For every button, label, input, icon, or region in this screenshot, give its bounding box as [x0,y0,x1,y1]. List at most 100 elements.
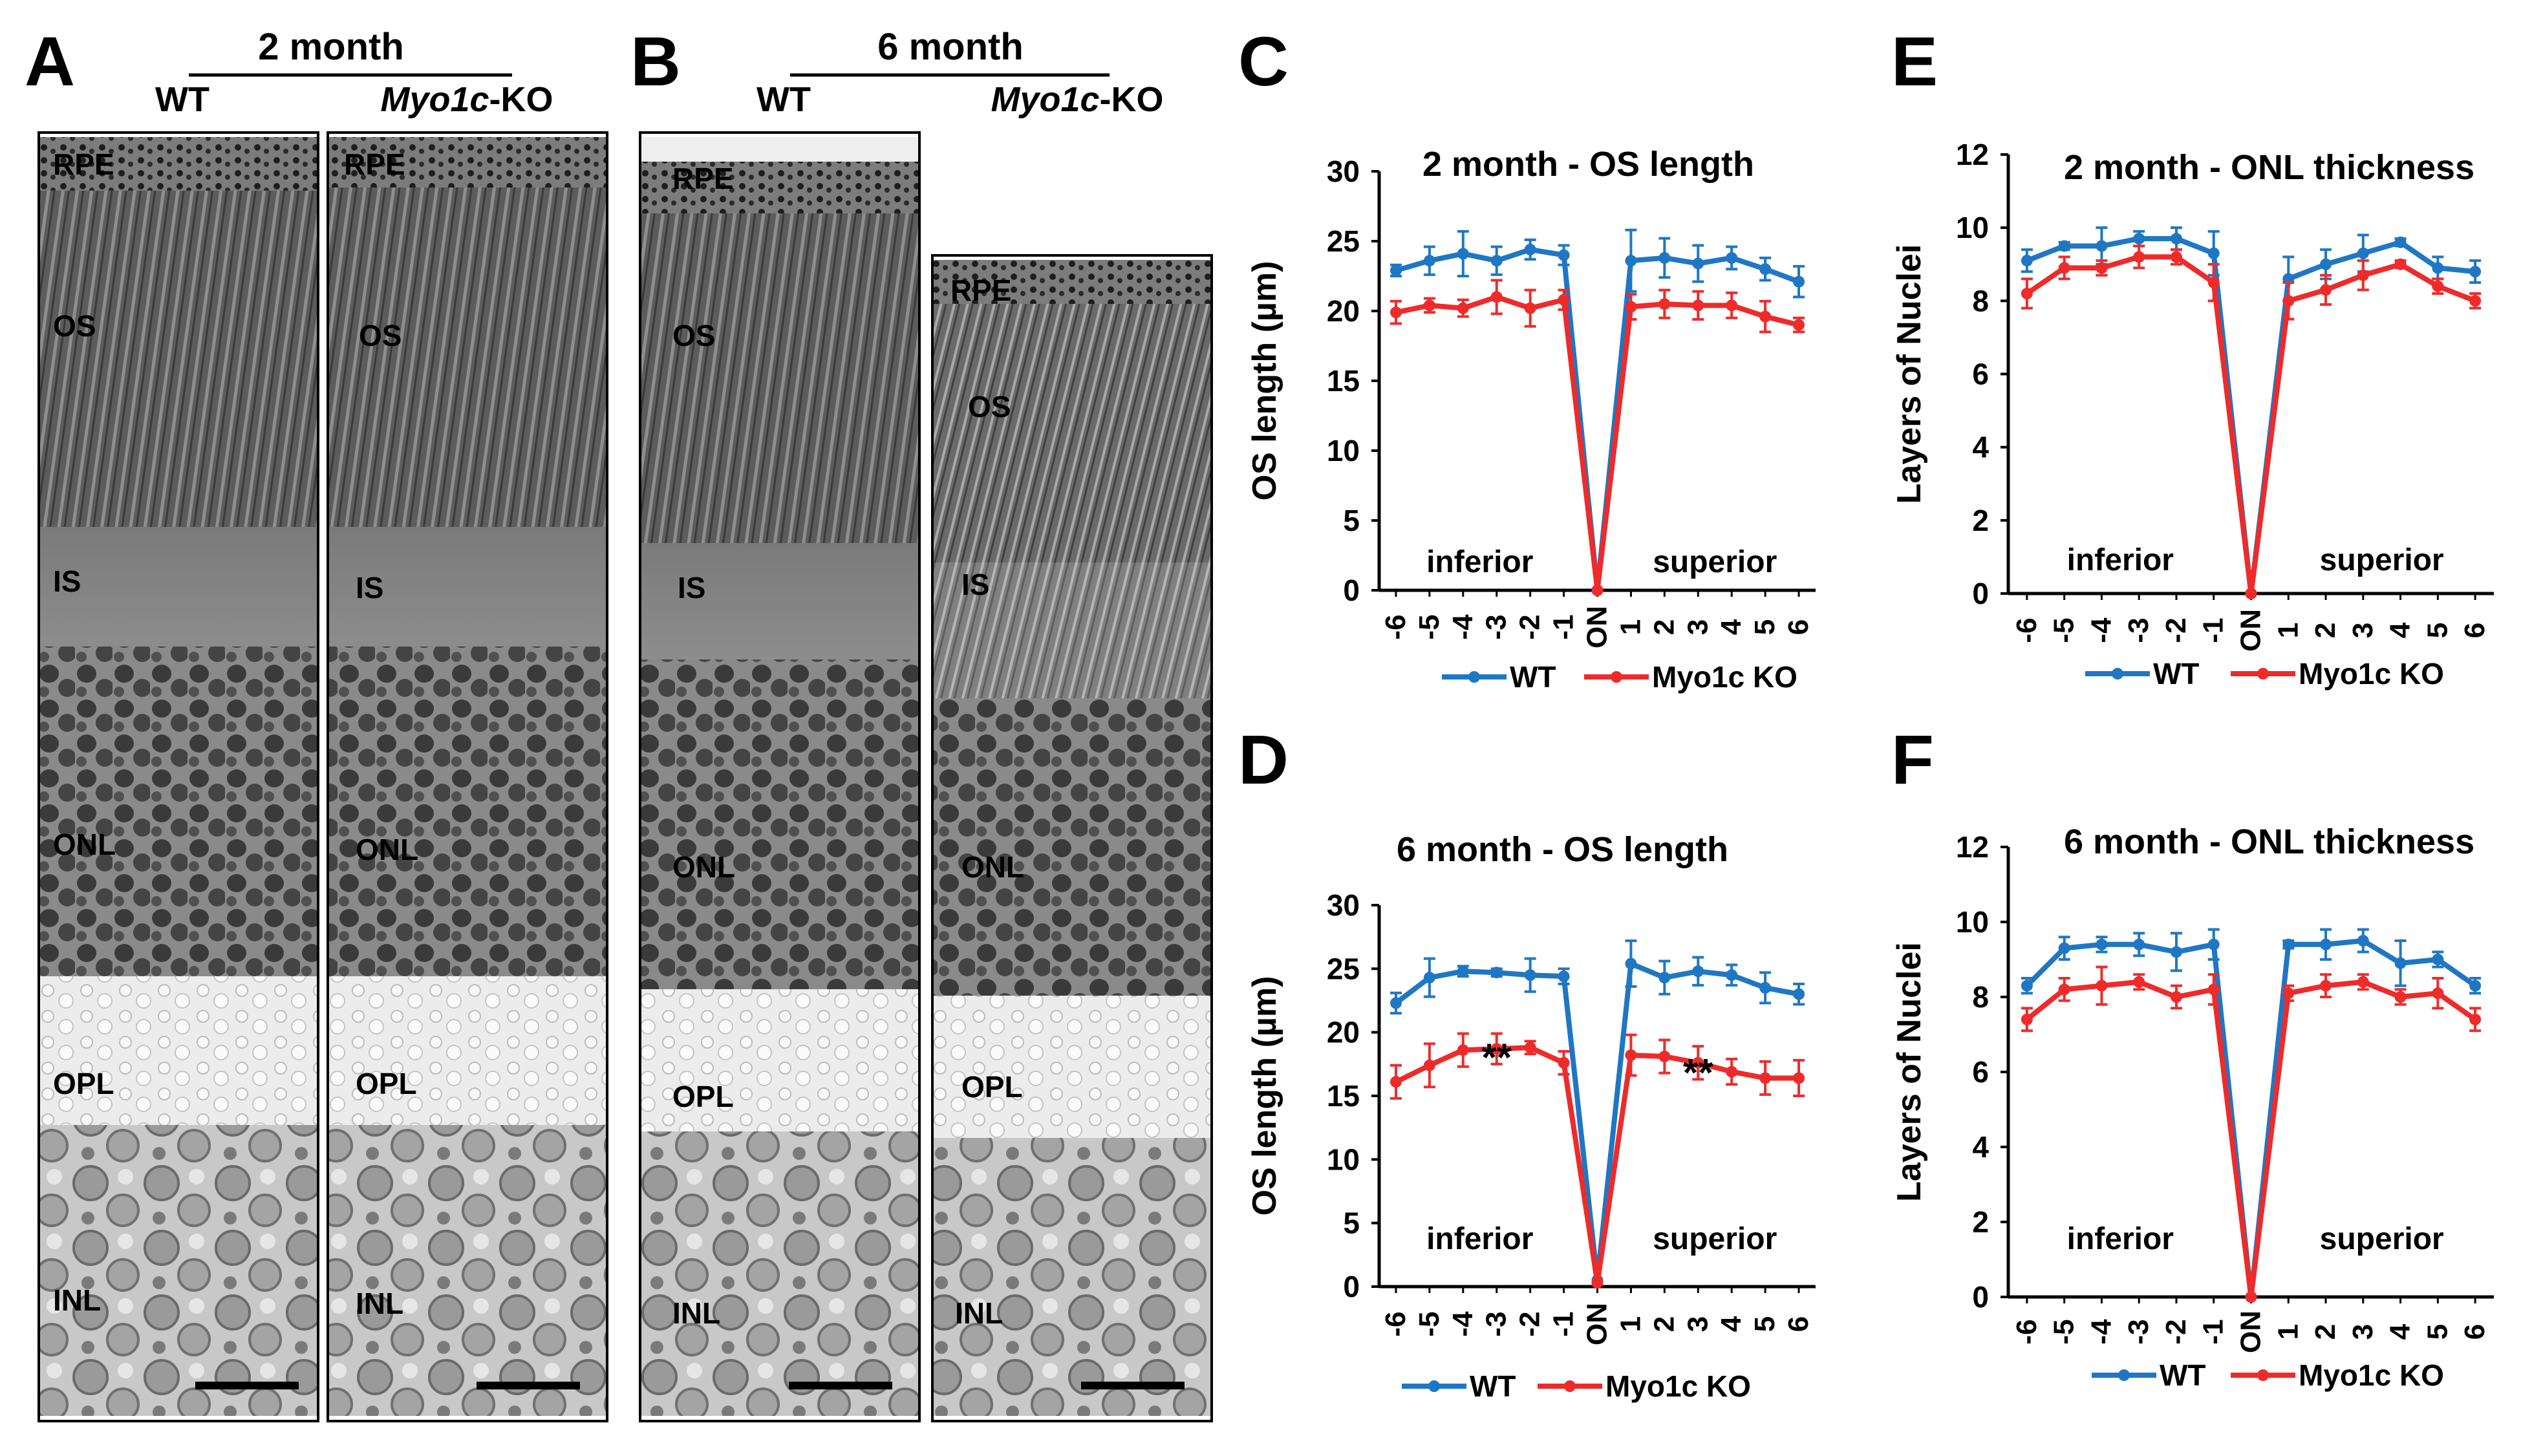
data-point [1423,255,1435,267]
data-point [2133,938,2145,950]
data-point [1759,263,1772,275]
series-wt [1389,228,1805,596]
data-point [2357,247,2369,259]
x-tick-label: 1 [1615,619,1646,635]
data-point [2133,976,2145,988]
data-point [2432,987,2444,1000]
x-tick-label: 4 [1715,619,1747,635]
legend-ko-label: Myo1c KO [2299,1358,2444,1392]
layer-label: IS [678,571,705,605]
region-label-superior: superior [2320,543,2444,577]
chart-title: 2 month - OS length [1422,145,1754,184]
significance-marker: ** [1683,1051,1713,1094]
y-tick-label: 0 [1343,573,1360,607]
layer-label: INL [672,1296,720,1330]
significance-marker: ** [1481,1036,1512,1079]
data-point [2207,938,2220,950]
data-point [2282,987,2295,1000]
legend-wt-swatch-marker [2112,668,2123,680]
legend-ko-swatch-marker [1611,671,1622,683]
y-tick-label: 12 [1956,138,1989,171]
chart-legend: WT Myo1c KO [2092,1358,2444,1392]
data-point [2170,233,2182,245]
data-point [2021,255,2033,267]
data-point [2021,1013,2033,1025]
data-point [1692,299,1704,312]
data-point [2207,247,2220,259]
series-line [1395,247,1800,593]
panel-b-ko-label: Myo1c-KO [991,80,1163,119]
y-tick-label: 2 [1972,504,1989,537]
x-tick-label: -3 [2123,1319,2154,1344]
legend-wt-swatch-marker [2118,1369,2130,1381]
data-point [2207,983,2220,996]
layer-label: INL [955,1296,1003,1330]
data-point [1793,275,1805,288]
y-tick-label: 4 [1972,1130,1989,1164]
chart-f: F6 month - ONL thickness024681012Layers … [1891,720,2494,1392]
x-tick-label: -5 [1413,1311,1445,1336]
data-point [1558,249,1570,261]
y-tick-label: 10 [1327,434,1360,467]
region-label-inferior: inferior [2067,1222,2174,1256]
micrograph-b-wt [639,131,921,1422]
data-point [2058,262,2070,274]
layer-label: RPE [950,273,1012,307]
x-tick-label: 2 [1648,1316,1680,1332]
x-tick-label: -6 [1380,1311,1411,1336]
layer-label: ONL [961,850,1024,884]
data-point [1558,1056,1570,1069]
data-point [1389,997,1402,1009]
data-point [1524,243,1536,255]
layer-label: RPE [344,147,405,181]
micrograph-a-wt [38,131,319,1422]
panel-a-layer-labels: RPE OS IS ONL OPL INL RPE OS IS ONL OPL … [53,147,418,1320]
chart-title: 6 month - ONL thickness [2064,822,2474,861]
layer-label: OPL [961,1070,1023,1104]
y-tick-label: 2 [1972,1205,1989,1239]
layer-label: RPE [672,162,734,195]
legend-wt-label: WT [1470,1369,1516,1403]
x-tick-label: -1 [2198,1319,2229,1344]
data-point [2320,938,2332,950]
x-tick-label: -2 [1514,614,1546,639]
x-tick-label: 5 [2421,623,2453,638]
layer-label: ONL [53,828,116,861]
x-tick-label: 4 [2385,622,2416,638]
data-point [1625,301,1637,313]
data-point [2096,262,2108,274]
x-tick-label: 2 [2310,623,2341,638]
panel-a-ko-label: Myo1c-KO [380,80,553,119]
y-tick-label: 8 [1972,980,1989,1014]
chart-legend: WT Myo1c KO [2085,657,2444,691]
data-point [2320,258,2332,270]
data-point [2320,284,2332,296]
x-tick-label: 6 [1783,619,1814,635]
panel-letter-a: A [25,22,75,100]
data-point [1591,584,1604,596]
data-point [1658,972,1671,984]
data-point [1759,1072,1772,1084]
data-point [1524,1042,1536,1054]
panel-b-micrographs: B 6 month WT Myo1c-KO [630,22,1213,1422]
panel-letter-c: C [1238,22,1289,100]
x-tick-label: 5 [2421,1324,2453,1340]
micrograph-a-ko [327,131,608,1422]
data-point [2469,295,2482,307]
layer-label: IS [356,571,383,605]
data-point [2170,991,2182,1003]
data-point [2170,946,2182,958]
data-point [1389,264,1402,277]
legend-ko-swatch-marker [2257,668,2269,680]
data-point [2096,240,2108,252]
legend-wt-swatch-marker [1428,1380,1440,1392]
region-label-superior: superior [1653,545,1777,579]
x-tick-label: -5 [2048,1319,2080,1344]
legend-wt-label: WT [2160,1358,2206,1392]
data-point [1625,1049,1637,1062]
x-tick-label: -2 [2160,617,2192,643]
data-point [2245,588,2257,599]
y-axis-label: OS length (µm) [1246,261,1283,501]
